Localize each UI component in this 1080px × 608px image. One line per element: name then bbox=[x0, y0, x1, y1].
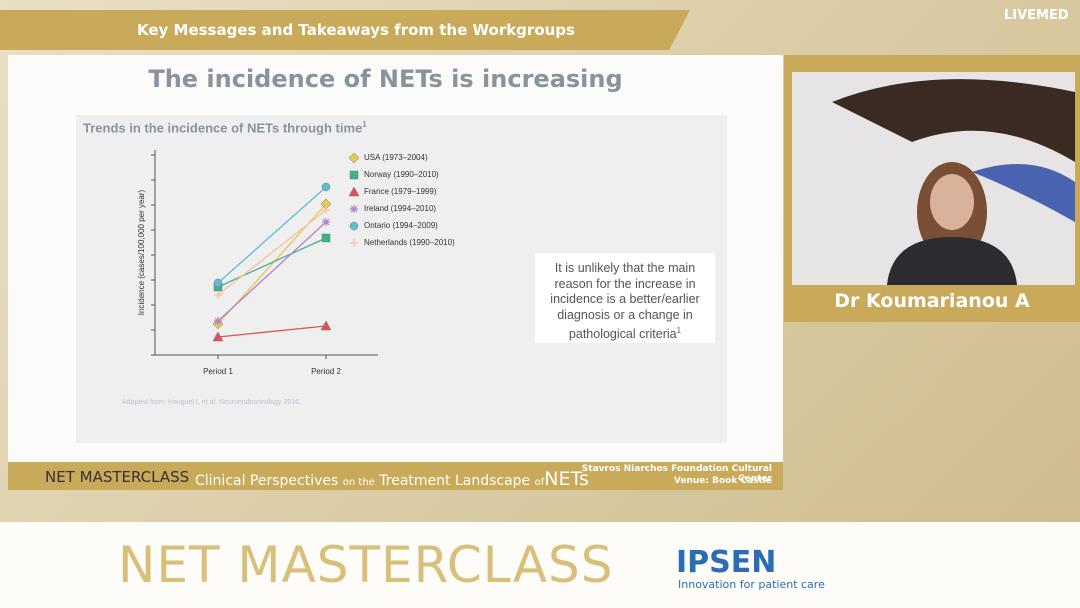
series-line bbox=[217, 237, 327, 288]
source: Adapted from: Hauguel I, et al. Neuroend… bbox=[122, 399, 302, 406]
footer-venue: Venue: Book Castle bbox=[673, 476, 772, 486]
marker bbox=[349, 170, 359, 180]
tagline: Clinical Perspectives bbox=[195, 473, 339, 489]
marker bbox=[350, 239, 358, 247]
tagline: of bbox=[534, 477, 545, 488]
chart: Incidence (cases/100,000 per year) Period… bbox=[137, 150, 455, 376]
marker bbox=[322, 206, 330, 214]
sponsor-tagline: Innovation for patient care bbox=[678, 578, 825, 591]
marker bbox=[320, 320, 332, 331]
subtitle-ref: 1 bbox=[362, 120, 367, 129]
legend-label: Netherlands (1990–2010) bbox=[364, 238, 455, 247]
footer-venue: Stavros Niarchos Foundation Cultural Cen… bbox=[581, 464, 772, 484]
series-line bbox=[217, 209, 327, 296]
series-line bbox=[217, 186, 327, 284]
header-title: Key Messages and Takeaways from the Work… bbox=[137, 21, 575, 39]
tagline: Treatment Landscape bbox=[379, 473, 531, 489]
footer-tagline: Clinical Perspectives on the Treatment L… bbox=[195, 468, 589, 490]
note-ref: 1 bbox=[676, 326, 682, 335]
sponsor-logo: IPSEN bbox=[676, 545, 777, 580]
brand: LIVEMED bbox=[1004, 8, 1069, 23]
series-line bbox=[217, 221, 327, 322]
speaker-video bbox=[792, 72, 1075, 285]
marker bbox=[214, 317, 222, 325]
legend-label: USA (1973–2004) bbox=[364, 153, 428, 162]
banner-event: NET MASTERCLASS bbox=[118, 536, 614, 594]
series-line bbox=[217, 325, 327, 338]
subtitle-text: Trends in the incidence of NETs through … bbox=[83, 120, 363, 136]
legend-label: Ontario (1994–2009) bbox=[364, 221, 438, 230]
note-box: It is unlikely that the main reason for … bbox=[535, 253, 715, 343]
legend-label: France (1979–1999) bbox=[364, 187, 437, 196]
marker bbox=[212, 331, 224, 342]
marker bbox=[214, 291, 222, 299]
tagline: on the bbox=[342, 477, 375, 488]
x-tick-label: Period 2 bbox=[311, 367, 341, 376]
footer-event: NET MASTERCLASS bbox=[45, 468, 190, 486]
tagline: NETs bbox=[544, 468, 589, 490]
footer-strip bbox=[8, 462, 783, 490]
speaker-name: Dr Koumarianou A bbox=[834, 290, 1030, 312]
chart-subtitle: Trends in the incidence of NETs through … bbox=[83, 120, 367, 135]
marker bbox=[349, 221, 359, 231]
marker bbox=[350, 205, 358, 213]
speaker-name-bar bbox=[784, 285, 1080, 321]
legend-label: Norway (1990–2010) bbox=[364, 170, 439, 179]
note-text: It is unlikely that the main reason for … bbox=[550, 261, 700, 342]
banner bbox=[0, 522, 1080, 608]
x-tick-label: Period 1 bbox=[203, 367, 233, 376]
y-axis-label: Incidence (cases/100,000 per year) bbox=[137, 189, 146, 315]
marker bbox=[321, 233, 331, 243]
marker bbox=[348, 186, 360, 197]
marker bbox=[213, 278, 223, 288]
marker bbox=[322, 218, 330, 226]
marker bbox=[321, 182, 331, 192]
slide-title: The incidence of NETs is increasing bbox=[148, 65, 623, 93]
legend-label: Ireland (1994–2010) bbox=[364, 204, 436, 213]
marker bbox=[348, 152, 360, 164]
header-bar bbox=[0, 10, 690, 50]
